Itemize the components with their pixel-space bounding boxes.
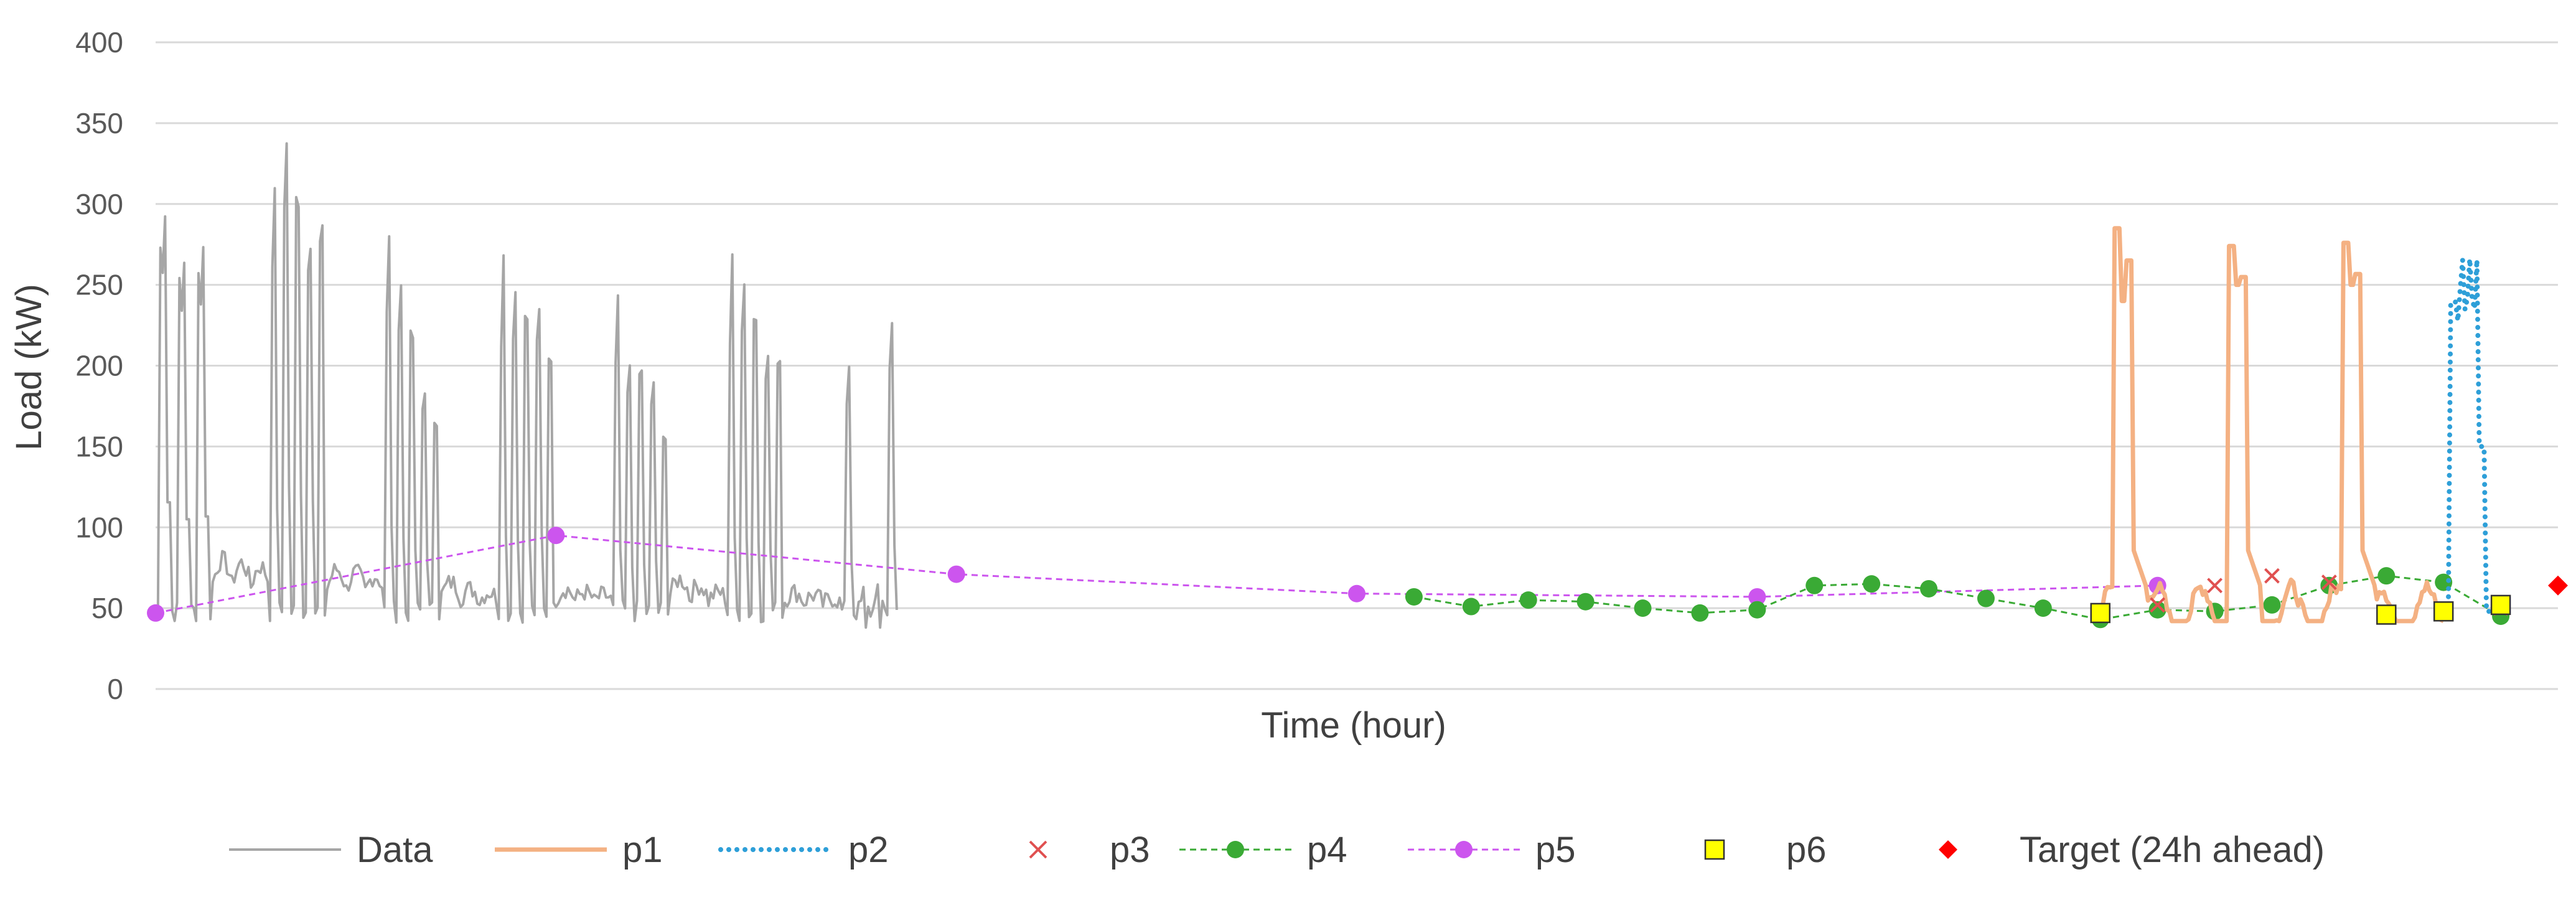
p4-point (1519, 591, 1537, 609)
p4-point (1920, 579, 1938, 598)
p5-point (947, 565, 965, 583)
y-tick-label-400: 400 (75, 26, 123, 59)
y-tick-label-350: 350 (75, 107, 123, 139)
target-point (2548, 575, 2568, 596)
y-tick-label-0: 0 (107, 673, 123, 705)
p5-line (155, 534, 2158, 614)
x-axis-title: Time (hour) (1261, 705, 1446, 746)
legend-item-p3: p3 (1029, 830, 1150, 870)
p4-point (1576, 593, 1595, 611)
p4-point (2377, 567, 2396, 585)
series-data (154, 142, 898, 629)
legend-label-p6: p6 (1786, 830, 1827, 870)
p5-point (547, 527, 565, 545)
p4-point (1863, 575, 1881, 593)
series-p5 (147, 527, 2166, 622)
p6-point (2090, 602, 2111, 624)
legend: Data p1 p2 p3 p4 p5 p6 Target (24h ahead) (229, 830, 2325, 870)
legend-label-target: Target (24h ahead) (2020, 830, 2325, 870)
p3-mark (2150, 597, 2166, 613)
legend-label-p4: p4 (1307, 830, 1347, 870)
legend-item-target: Target (24h ahead) (1939, 830, 2325, 870)
legend-item-p1: p1 (495, 830, 663, 870)
y-tick-label-50: 50 (91, 592, 123, 624)
p4-point (1806, 576, 1824, 594)
legend-swatch-p5 (1455, 841, 1473, 858)
p3-mark (2207, 578, 2222, 594)
p4-point (2034, 599, 2052, 617)
legend-label-p5: p5 (1535, 830, 1576, 870)
p5-point (1748, 588, 1766, 606)
legend-item-data: Data (229, 830, 433, 870)
y-tick-label-200: 200 (75, 350, 123, 382)
p6-point (2433, 601, 2454, 622)
p4-point (1691, 604, 1709, 622)
legend-label-p3: p3 (1110, 830, 1150, 870)
legend-swatch-p4 (1227, 841, 1244, 858)
p4-point (1634, 599, 1652, 617)
data-line (154, 142, 898, 629)
p3-point (2264, 568, 2280, 584)
legend-label-p1: p1 (622, 830, 663, 870)
y-tick-label-100: 100 (75, 511, 123, 543)
p3-mark (2264, 568, 2280, 584)
p4-point (1748, 601, 1766, 619)
legend-swatch-p3 (1029, 840, 1047, 859)
p6-point (2490, 594, 2511, 616)
p6-point (2376, 604, 2397, 625)
p4-point (1462, 598, 1480, 616)
p4-line (1413, 574, 2501, 621)
y-axis-title: Load (kW) (9, 284, 49, 451)
series-target (2548, 575, 2568, 596)
series-p2 (2441, 258, 2504, 619)
series-p1 (2098, 226, 2445, 624)
p3-point (2207, 578, 2222, 594)
p4-point (1405, 588, 1423, 606)
legend-item-p2: p2 (718, 830, 889, 870)
series-p4 (1405, 567, 2510, 629)
legend-label-p2: p2 (848, 830, 889, 870)
legend-label-data: Data (357, 830, 433, 870)
p1-line (2098, 226, 2445, 624)
p4-point (2148, 601, 2166, 619)
p3-mark (2321, 574, 2337, 590)
p3-point (2321, 574, 2337, 590)
p4-point (2263, 596, 2281, 614)
legend-item-p6: p6 (1704, 830, 1827, 870)
y-tick-label-150: 150 (75, 430, 123, 462)
p5-point (1348, 584, 1365, 602)
legend-swatch-p6 (1704, 839, 1725, 860)
p3-point (2150, 597, 2166, 613)
p4-point (1977, 589, 1995, 607)
y-tick-label-300: 300 (75, 188, 123, 220)
p5-point (147, 604, 164, 622)
y-tick-label-250: 250 (75, 269, 123, 301)
y-axis-ticks: 0 50 100 150 200 250 300 350 400 (75, 26, 123, 705)
series-p6 (2090, 594, 2511, 625)
p2-line (2441, 258, 2504, 619)
legend-swatch-target (1939, 840, 1957, 859)
legend-item-p5: p5 (1408, 830, 1576, 870)
legend-item-p4: p4 (1179, 830, 1347, 870)
